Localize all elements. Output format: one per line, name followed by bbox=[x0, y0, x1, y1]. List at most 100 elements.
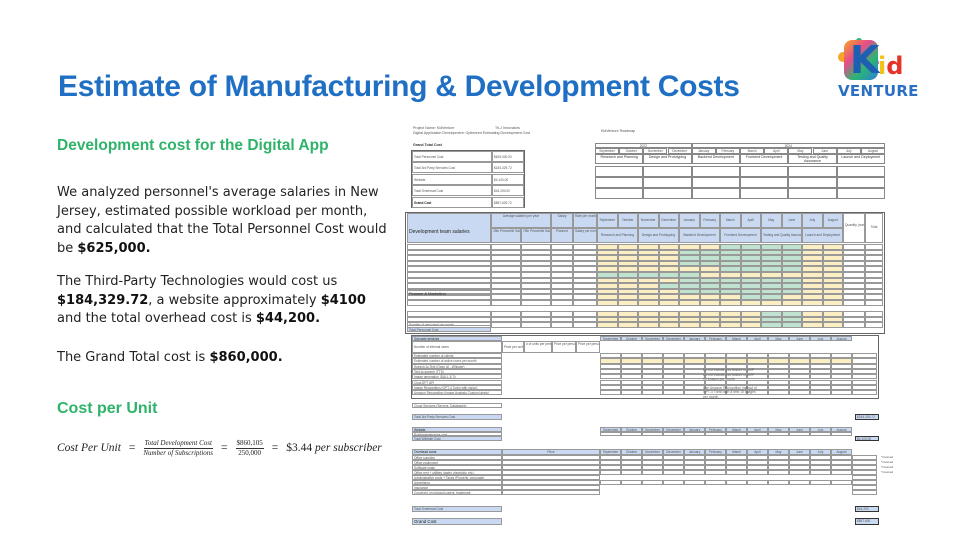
overhead-month-cell bbox=[663, 465, 684, 470]
personnel-cell bbox=[491, 255, 521, 261]
overhead-month-cell bbox=[705, 460, 726, 465]
roadmap-month: July bbox=[836, 148, 861, 154]
overhead-month-cell bbox=[663, 460, 684, 465]
schedule-cell bbox=[597, 255, 618, 261]
personnel-cell bbox=[573, 311, 597, 317]
overhead-month-cell bbox=[747, 465, 768, 470]
quantity-cell bbox=[843, 266, 865, 272]
schedule-cell bbox=[802, 277, 823, 284]
roadmap-cell bbox=[836, 188, 885, 199]
schedule-cell bbox=[761, 260, 782, 267]
personnel-cell bbox=[521, 322, 551, 328]
kidventure-logo: K id VENTURE bbox=[836, 38, 936, 100]
phase-header: Testing and Quality Assurance bbox=[761, 228, 802, 243]
roadmap-title: KidVenture Roadmap bbox=[601, 129, 636, 133]
overhead-month-cell bbox=[726, 465, 747, 470]
third-party-total-cell bbox=[852, 374, 877, 380]
schedule-cell bbox=[761, 255, 782, 261]
schedule-cell bbox=[617, 260, 638, 267]
roadmap-phase: Frontend Development bbox=[740, 154, 789, 164]
third-party-month-cell bbox=[768, 363, 789, 369]
roadmap-cell bbox=[595, 166, 644, 177]
schedule-cell bbox=[802, 311, 823, 317]
third-party-month-cell bbox=[600, 379, 621, 385]
third-party-section-header: 3rd party services bbox=[412, 336, 502, 341]
overhead-month-header: December bbox=[663, 449, 684, 455]
third-party-month-cell bbox=[789, 379, 810, 385]
third-party-month-cell bbox=[642, 363, 663, 369]
overhead-month-cell bbox=[705, 465, 726, 470]
roadmap-phase: Backend Development bbox=[691, 154, 740, 164]
formula-equals: = bbox=[271, 442, 279, 454]
overhead-month-cell bbox=[600, 480, 621, 485]
third-party-month-cell bbox=[810, 353, 831, 359]
personnel-cell bbox=[521, 316, 551, 323]
fraction-numerator: Total Development Cost bbox=[143, 438, 213, 449]
third-party-month-cell bbox=[831, 363, 852, 369]
third-party-month-cell bbox=[600, 363, 621, 369]
schedule-cell bbox=[802, 244, 823, 250]
third-party-month-cell bbox=[789, 363, 810, 369]
schedule-cell bbox=[638, 244, 659, 250]
col-price-per-month: Price per person (per month) bbox=[576, 341, 600, 353]
personnel-cell bbox=[551, 316, 573, 323]
schedule-cell bbox=[781, 316, 802, 323]
third-party-row: Number of internal users bbox=[412, 341, 502, 353]
summary-value: $857,629.72 bbox=[492, 196, 524, 208]
overhead-row: Software costs bbox=[412, 465, 502, 470]
personnel-cell bbox=[491, 244, 521, 250]
schedule-cell bbox=[822, 277, 843, 284]
schedule-cell bbox=[740, 283, 761, 289]
third-party-month-cell bbox=[789, 368, 810, 375]
summary-value: $44,200.00 bbox=[492, 185, 524, 197]
personnel-row bbox=[407, 283, 491, 289]
third-party-total-cell bbox=[852, 353, 877, 359]
side-note: Do not include this feature in MVP bbox=[703, 372, 755, 377]
third-party-month-cell bbox=[810, 390, 831, 396]
personnel-cell bbox=[551, 300, 573, 306]
schedule-cell bbox=[617, 266, 638, 272]
third-party-month-cell bbox=[684, 363, 705, 369]
website-month-header: July bbox=[810, 427, 831, 432]
total-overhead-row: Total Overhead Cost bbox=[412, 506, 502, 512]
third-party-month-cell bbox=[831, 379, 852, 385]
quantity-cell bbox=[843, 244, 865, 250]
schedule-cell bbox=[781, 266, 802, 272]
schedule-cell bbox=[781, 283, 802, 289]
personnel-cell bbox=[521, 249, 551, 256]
schedule-cell bbox=[761, 311, 782, 317]
month-header: March bbox=[720, 213, 741, 228]
grand-total-paragraph: The Grand Total cost is $860,000. bbox=[57, 349, 387, 368]
overhead-total-cell bbox=[852, 455, 877, 460]
formula-fraction-values: $860,105 250,000 bbox=[235, 439, 264, 458]
overhead-month-cell bbox=[831, 465, 852, 470]
total-cell bbox=[865, 316, 883, 323]
roadmap-cell bbox=[643, 166, 692, 177]
schedule-cell bbox=[761, 244, 782, 250]
cloud-services-row: Cloud Services (Servers, Databases) bbox=[412, 403, 502, 408]
website-month-header: January bbox=[684, 427, 705, 432]
summary-value: $184,329.72 bbox=[492, 162, 524, 174]
schedule-cell bbox=[699, 311, 720, 317]
col-salary: Salary bbox=[551, 213, 573, 228]
total-cell bbox=[865, 255, 883, 261]
personnel-cell bbox=[491, 249, 521, 256]
third-party-month-cell bbox=[747, 379, 768, 385]
schedule-cell bbox=[699, 300, 720, 306]
third-party-month-cell bbox=[810, 368, 831, 375]
schedule-cell bbox=[679, 260, 700, 267]
schedule-cell bbox=[699, 283, 720, 289]
third-party-month-cell bbox=[684, 379, 705, 385]
third-party-month-header: April bbox=[747, 336, 768, 341]
personnel-cell bbox=[491, 266, 521, 272]
schedule-cell bbox=[638, 300, 659, 306]
personnel-cell bbox=[573, 283, 597, 289]
third-party-month-cell bbox=[768, 374, 789, 380]
logo-letter: K bbox=[850, 38, 880, 82]
total-website-value: $4,100.00 bbox=[855, 436, 879, 441]
third-party-month-cell bbox=[621, 390, 642, 396]
roadmap-cell bbox=[788, 177, 837, 188]
roadmap-cell bbox=[691, 166, 740, 177]
overhead-month-cell bbox=[768, 480, 789, 485]
third-party-month-cell bbox=[810, 374, 831, 380]
